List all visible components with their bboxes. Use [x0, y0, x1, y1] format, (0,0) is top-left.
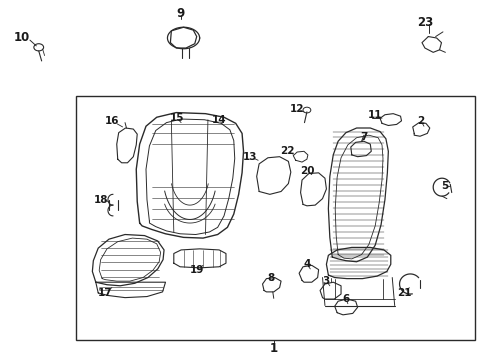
Text: 16: 16 — [104, 116, 119, 126]
Text: 12: 12 — [289, 104, 304, 114]
Text: 19: 19 — [189, 265, 203, 275]
Text: 22: 22 — [280, 146, 294, 156]
Text: 10: 10 — [14, 31, 30, 45]
Text: 20: 20 — [299, 166, 313, 176]
Text: 9: 9 — [176, 7, 184, 20]
Text: 11: 11 — [367, 111, 382, 121]
Text: 2: 2 — [417, 116, 424, 126]
Text: 3: 3 — [322, 276, 329, 286]
Text: 17: 17 — [98, 288, 113, 298]
Text: 8: 8 — [267, 273, 274, 283]
Text: 23: 23 — [416, 16, 432, 29]
Text: 4: 4 — [303, 259, 310, 269]
Text: 18: 18 — [93, 195, 108, 205]
Text: 5: 5 — [440, 181, 447, 192]
Bar — [76, 96, 474, 339]
Text: 13: 13 — [243, 152, 257, 162]
Text: 21: 21 — [396, 288, 411, 298]
Text: 1: 1 — [269, 342, 277, 355]
Text: 7: 7 — [360, 132, 367, 142]
Text: 15: 15 — [170, 113, 184, 123]
Text: 6: 6 — [342, 294, 349, 304]
Text: 14: 14 — [211, 115, 226, 125]
